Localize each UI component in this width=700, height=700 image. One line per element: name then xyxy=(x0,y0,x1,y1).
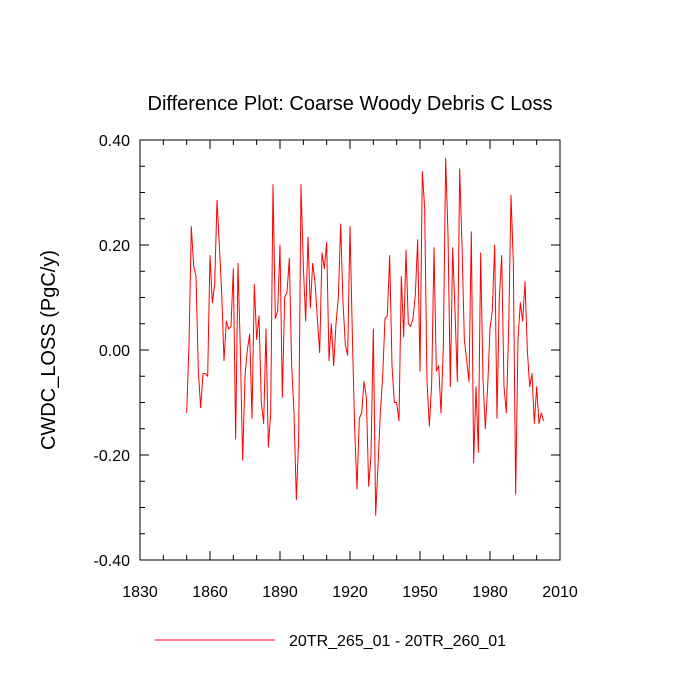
chart-title: Difference Plot: Coarse Woody Debris C L… xyxy=(148,93,553,115)
x-tick-label: 2010 xyxy=(542,584,578,601)
x-tick-label: 1920 xyxy=(332,584,368,601)
y-tick-label: 0.20 xyxy=(99,238,130,255)
y-tick-label: 0.40 xyxy=(99,133,130,150)
legend: 20TR_265_01 - 20TR_260_01 xyxy=(155,633,506,650)
y-tick-label: -0.40 xyxy=(94,553,131,570)
plot-frame xyxy=(139,139,561,561)
y-axis-label: CWDC_LOSS (PgC/y) xyxy=(38,250,60,450)
x-tick-label: 1890 xyxy=(262,584,298,601)
legend-label: 20TR_265_01 - 20TR_260_01 xyxy=(289,633,506,650)
axis-tick-labels: 1830 1860 1890 1920 1950 1980 2010 -0.40 -0.20 0.… xyxy=(94,133,578,601)
x-tick-label: 1950 xyxy=(402,584,438,601)
y-tick-label: 0.00 xyxy=(99,343,130,360)
x-tick-label: 1860 xyxy=(192,584,228,601)
axis-ticks xyxy=(139,139,561,561)
x-tick-label: 1980 xyxy=(472,584,508,601)
y-tick-label: -0.20 xyxy=(94,448,131,465)
series-line xyxy=(186,157,545,516)
series-layer xyxy=(186,157,545,516)
x-tick-label: 1830 xyxy=(122,584,158,601)
